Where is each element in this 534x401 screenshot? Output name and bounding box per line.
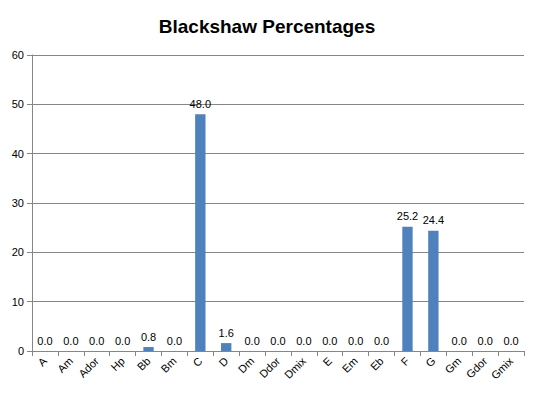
svg-text:10: 10: [12, 296, 24, 308]
svg-text:60: 60: [12, 49, 24, 61]
svg-text:0.8: 0.8: [141, 331, 156, 343]
svg-text:0.0: 0.0: [115, 335, 130, 347]
svg-text:Bm: Bm: [159, 355, 179, 375]
svg-text:E: E: [320, 355, 334, 369]
svg-text:0.0: 0.0: [374, 335, 389, 347]
svg-text:48.0: 48.0: [190, 98, 211, 110]
svg-text:0.0: 0.0: [63, 335, 78, 347]
svg-text:0.0: 0.0: [37, 335, 52, 347]
svg-text:0.0: 0.0: [270, 335, 285, 347]
svg-text:Em: Em: [340, 355, 360, 375]
svg-text:1.6: 1.6: [219, 327, 234, 339]
svg-text:0.0: 0.0: [503, 335, 518, 347]
svg-text:0.0: 0.0: [478, 335, 493, 347]
svg-text:Blackshaw Percentages: Blackshaw Percentages: [159, 16, 376, 37]
svg-text:D: D: [216, 355, 230, 369]
svg-text:Dm: Dm: [236, 355, 257, 376]
svg-text:0: 0: [18, 345, 24, 357]
svg-text:Ador: Ador: [76, 355, 101, 380]
svg-text:0.0: 0.0: [452, 335, 467, 347]
svg-text:0.0: 0.0: [167, 335, 182, 347]
svg-text:0.0: 0.0: [89, 335, 104, 347]
svg-text:25.2: 25.2: [397, 210, 418, 222]
svg-text:Ddor: Ddor: [257, 355, 283, 381]
svg-text:0.0: 0.0: [348, 335, 363, 347]
svg-text:Gdor: Gdor: [464, 355, 490, 381]
svg-text:Bb: Bb: [135, 355, 153, 373]
svg-text:Eb: Eb: [368, 355, 386, 373]
svg-text:0.0: 0.0: [322, 335, 337, 347]
svg-text:50: 50: [12, 98, 24, 110]
svg-text:G: G: [423, 355, 438, 370]
svg-text:Hp: Hp: [108, 355, 126, 373]
svg-text:Dmix: Dmix: [282, 354, 309, 381]
svg-text:A: A: [36, 354, 50, 368]
svg-text:Gm: Gm: [443, 355, 464, 376]
svg-text:C: C: [190, 355, 204, 369]
svg-text:40: 40: [12, 148, 24, 160]
svg-text:F: F: [398, 355, 411, 368]
svg-text:Gmix: Gmix: [489, 354, 516, 381]
svg-text:24.4: 24.4: [423, 214, 444, 226]
svg-text:0.0: 0.0: [296, 335, 311, 347]
svg-text:0.0: 0.0: [244, 335, 259, 347]
svg-text:30: 30: [12, 197, 24, 209]
svg-text:Am: Am: [55, 355, 75, 375]
svg-text:20: 20: [12, 246, 24, 258]
